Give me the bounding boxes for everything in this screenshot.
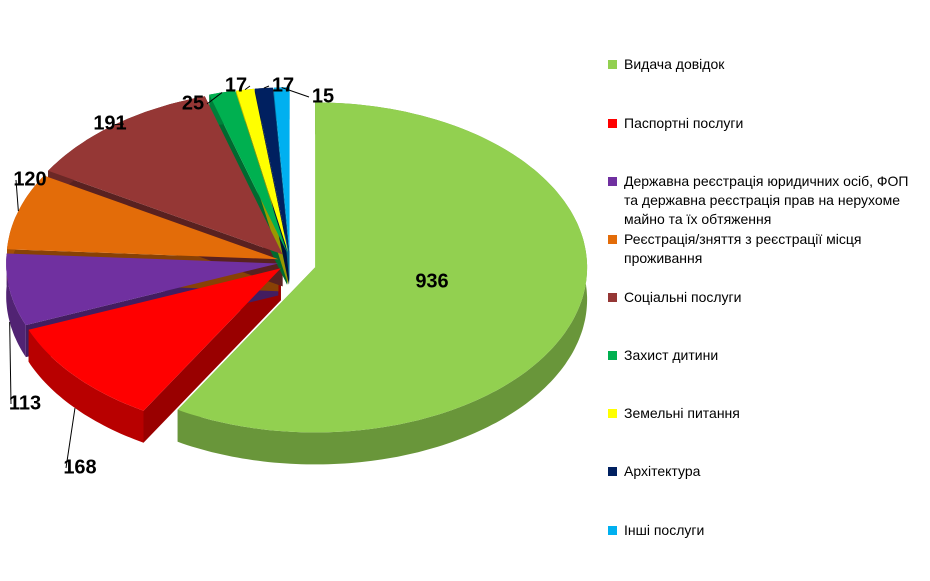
legend-marker: [608, 467, 617, 476]
leader-line: [9, 321, 12, 405]
legend-text: Видача довідок: [624, 56, 725, 72]
legend-text: Державна реєстрація юридичних осіб, ФОП …: [624, 173, 909, 227]
legend-item: Видача довідок: [608, 55, 924, 74]
data-label: 25: [182, 92, 204, 114]
slice: [273, 87, 290, 253]
data-label: 936: [415, 270, 448, 292]
pie-area: 936 168 113 120 191 25 17 17 15: [6, 74, 588, 478]
leader-line: [15, 179, 19, 212]
slice: [236, 88, 289, 253]
data-label: 191: [93, 112, 126, 134]
legend-item: Захист дитини: [608, 346, 924, 365]
legend-text: Захист дитини: [624, 347, 719, 363]
leader-line: [281, 87, 310, 98]
legend-text: Реєстрація/зняття з реєстрації місця про…: [624, 231, 862, 266]
leader-line: [206, 92, 223, 105]
slice: [28, 268, 281, 411]
slice: [6, 253, 279, 326]
legend-item: Архітектура: [608, 462, 924, 481]
data-label: 15: [312, 85, 334, 107]
slice-outer-side: [6, 253, 26, 358]
legend-item: Паспортні послуги: [608, 114, 924, 133]
slice: [254, 87, 289, 253]
legend-text: Земельні питання: [624, 405, 740, 421]
data-label: 120: [13, 168, 46, 190]
legend-marker: [608, 409, 617, 418]
legend-marker: [608, 177, 617, 186]
data-label: 17: [272, 74, 294, 96]
slice-inner-side: [143, 268, 281, 443]
legend-item: Земельні питання: [608, 404, 924, 423]
legend-marker: [608, 351, 617, 360]
slice: [48, 96, 283, 255]
legend-item: Соціальні послуги: [608, 288, 924, 307]
legend-item: Державна реєстрація юридичних осіб, ФОП …: [608, 172, 924, 229]
legend-text: Інші послуги: [624, 522, 705, 538]
legend-text: Соціальні послуги: [624, 289, 742, 305]
legend-text: Архітектура: [624, 463, 701, 479]
slice-outer-side: [177, 102, 588, 465]
legend-marker: [608, 526, 617, 535]
legend-item: Реєстрація/зняття з реєстрації місця про…: [608, 230, 924, 268]
data-label: 17: [225, 74, 247, 96]
legend-item: Інші послуги: [608, 521, 924, 540]
slice: [177, 102, 588, 433]
legend-marker: [608, 60, 617, 69]
legend-text: Паспортні послуги: [624, 115, 744, 131]
legend-marker: [608, 119, 617, 128]
leader-line: [65, 407, 76, 469]
data-label: 113: [9, 392, 41, 414]
slice: [7, 175, 279, 260]
slice-outer-side: [28, 329, 144, 443]
legend-marker: [608, 235, 617, 244]
legend-marker: [608, 293, 617, 302]
data-label: 168: [63, 456, 96, 478]
slice: [209, 90, 288, 253]
leader-line: [244, 85, 251, 91]
leader-line: [263, 85, 270, 89]
leader-line: [114, 123, 125, 126]
